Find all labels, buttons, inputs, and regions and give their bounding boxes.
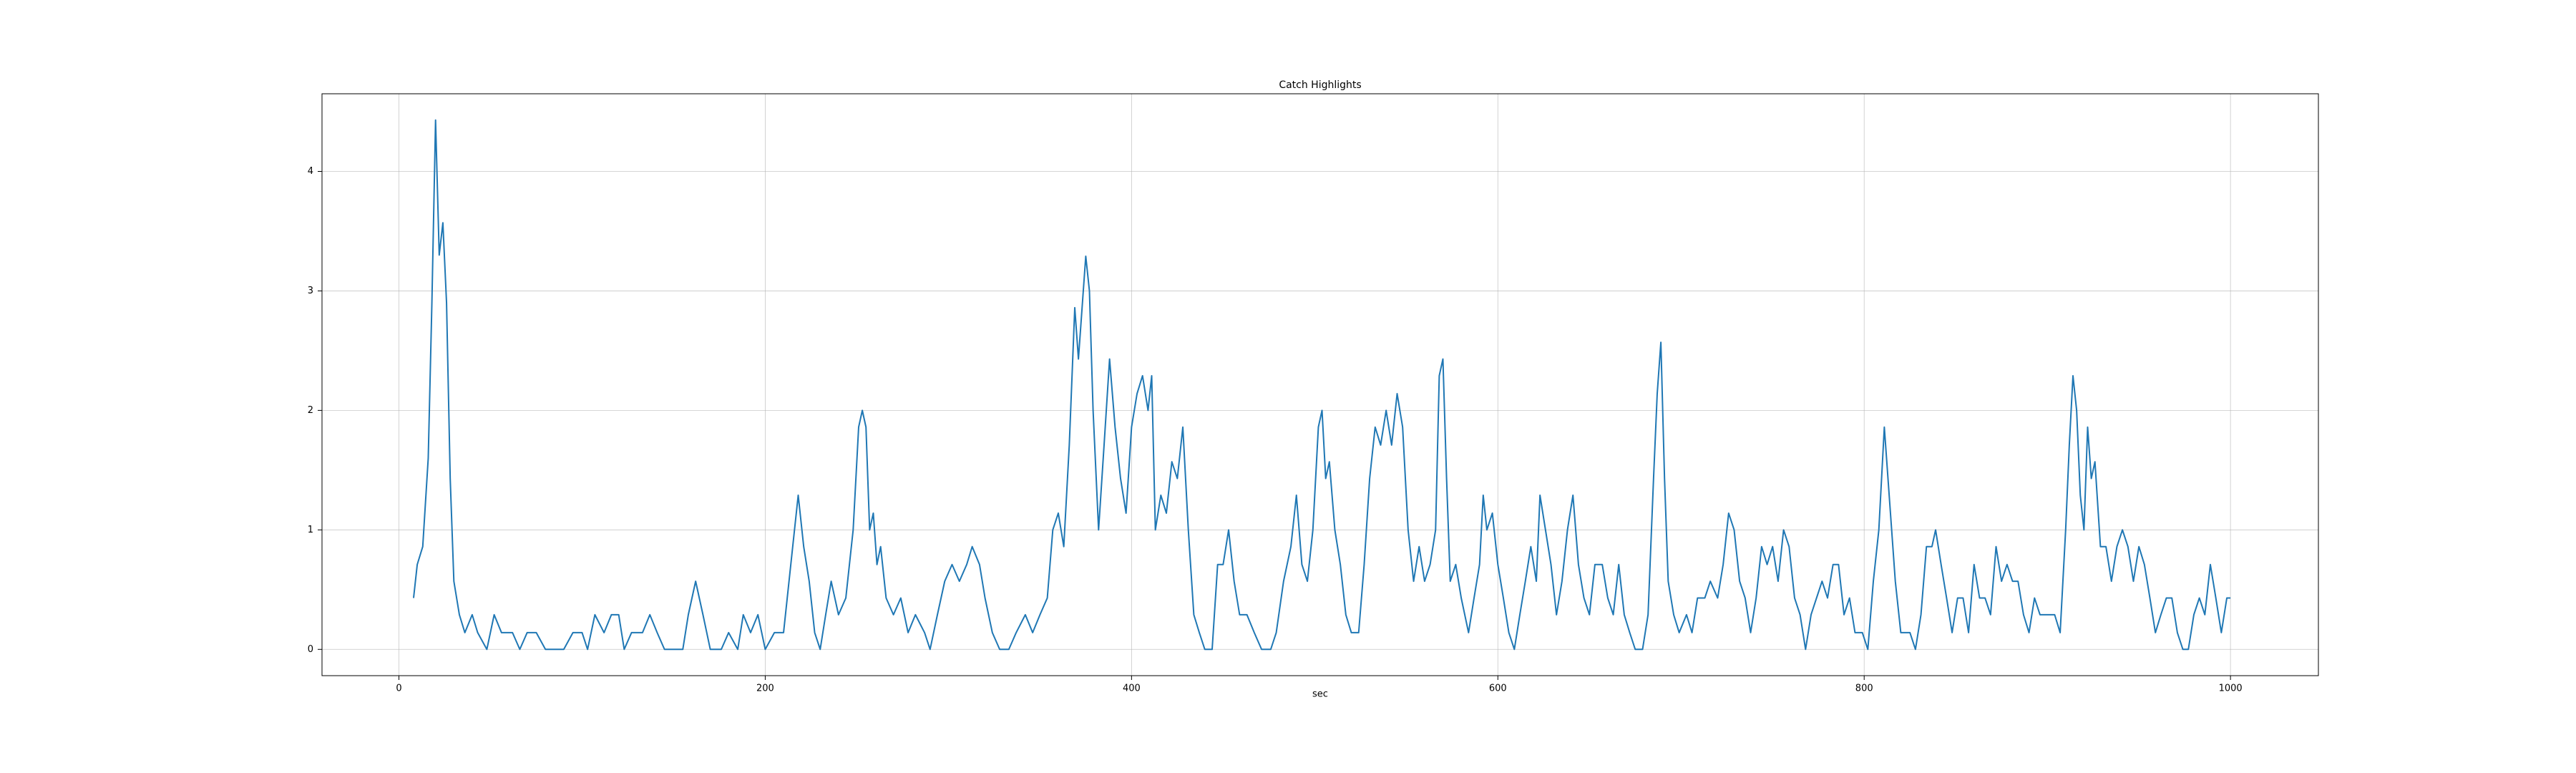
y-tick-label: 4	[308, 166, 313, 177]
y-tick-label: 3	[308, 286, 313, 296]
y-tick-label: 0	[308, 644, 313, 655]
x-axis-label: sec	[1312, 689, 1328, 700]
chart-title: Catch Highlights	[1279, 79, 1361, 91]
x-tick-label: 400	[1123, 684, 1141, 694]
x-tick-label: 200	[756, 684, 774, 694]
y-tick-label: 2	[308, 405, 313, 416]
x-tick-label: 800	[1855, 684, 1873, 694]
x-tick-label: 1000	[2219, 684, 2243, 694]
x-tick-label: 0	[396, 684, 401, 694]
y-tick-label: 1	[308, 525, 313, 535]
x-tick-label: 600	[1489, 684, 1507, 694]
data-line	[412, 119, 2231, 651]
plot-frame	[321, 93, 2319, 676]
